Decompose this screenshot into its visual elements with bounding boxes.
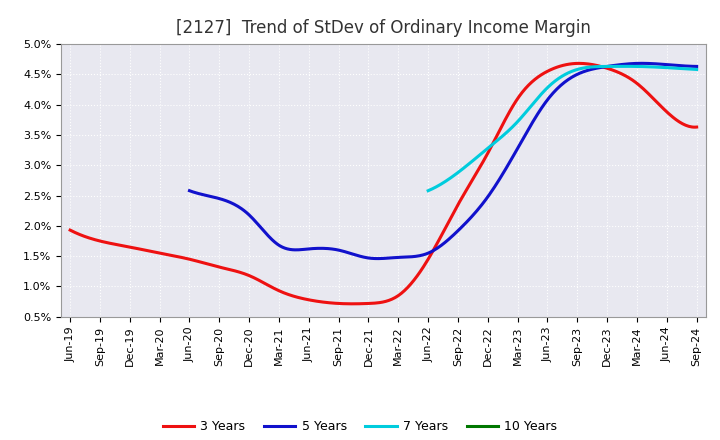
7 Years	[511, 121, 520, 126]
7 Years	[456, 168, 465, 173]
3 Years	[523, 84, 531, 89]
5 Years	[351, 252, 359, 257]
Legend: 3 Years, 5 Years, 7 Years, 10 Years: 3 Years, 5 Years, 7 Years, 10 Years	[158, 415, 562, 438]
Line: 3 Years: 3 Years	[70, 63, 697, 304]
3 Years	[314, 299, 323, 304]
7 Years	[693, 67, 701, 72]
5 Years	[552, 86, 561, 92]
5 Years	[693, 64, 701, 69]
Line: 5 Years: 5 Years	[189, 63, 697, 259]
3 Years	[575, 61, 583, 66]
3 Years	[520, 88, 528, 93]
5 Years	[246, 213, 255, 219]
5 Years	[555, 84, 564, 89]
3 Years	[462, 188, 470, 194]
Line: 7 Years: 7 Years	[428, 66, 697, 191]
7 Years	[618, 64, 626, 69]
5 Years	[638, 61, 647, 66]
7 Years	[621, 64, 629, 69]
7 Years	[424, 188, 433, 193]
5 Years	[387, 255, 396, 260]
3 Years	[348, 301, 357, 306]
3 Years	[66, 227, 74, 233]
7 Years	[619, 64, 628, 69]
3 Years	[693, 125, 701, 130]
5 Years	[373, 256, 382, 261]
5 Years	[185, 188, 194, 193]
7 Years	[593, 64, 601, 69]
7 Years	[530, 99, 539, 105]
3 Years	[141, 248, 150, 253]
3 Years	[270, 286, 279, 291]
5 Years	[505, 159, 514, 165]
Title: [2127]  Trend of StDev of Ordinary Income Margin: [2127] Trend of StDev of Ordinary Income…	[176, 19, 591, 37]
